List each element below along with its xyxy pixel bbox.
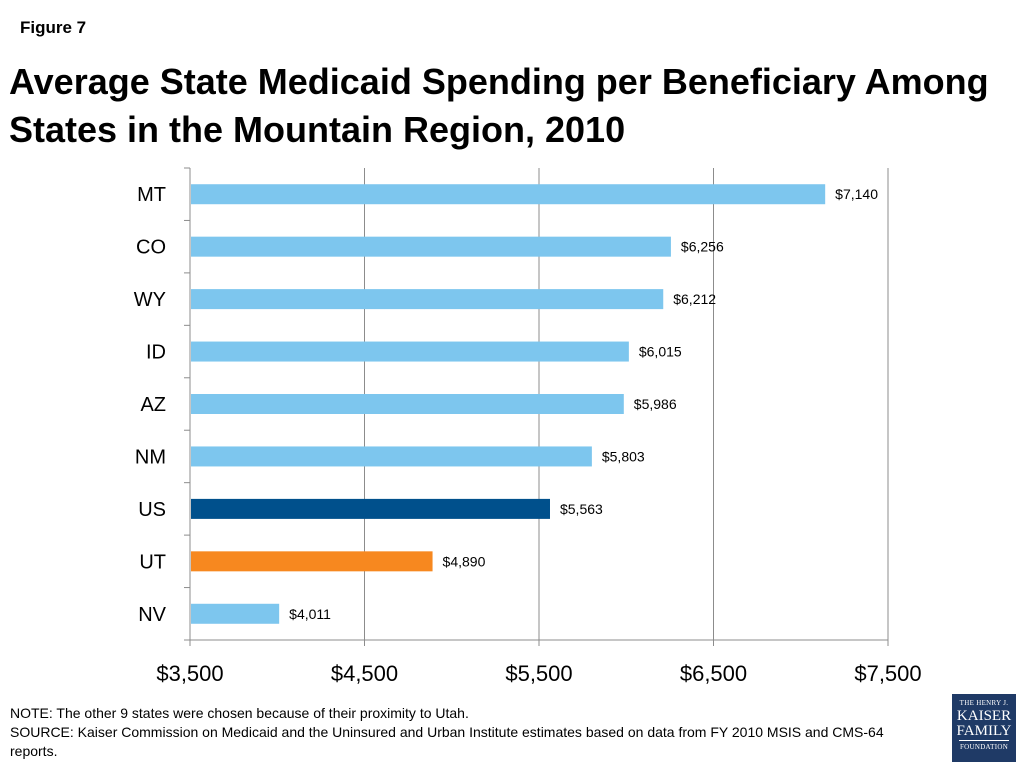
data-label-nv: $4,011 <box>289 606 331 622</box>
data-label-us: $5,563 <box>560 501 603 517</box>
x-tick-label-2: $5,500 <box>505 661 572 686</box>
category-label-mt: MT <box>137 184 166 206</box>
category-label-nm: NM <box>135 446 166 468</box>
data-label-nm: $5,803 <box>602 448 645 464</box>
logo-line-4: FOUNDATION <box>959 743 1009 751</box>
data-label-co: $6,256 <box>681 239 724 255</box>
figure-label: Figure 7 <box>20 18 87 37</box>
logo-line-3: FAMILY <box>956 723 1012 739</box>
category-label-nv: NV <box>138 604 166 626</box>
bar-id <box>191 341 629 362</box>
footnote: NOTE: The other 9 states were chosen bec… <box>10 704 930 761</box>
title-line-1: Average State Medicaid Spending per Bene… <box>9 61 989 102</box>
bar-co <box>191 236 671 257</box>
bar-ut <box>191 551 433 572</box>
category-label-ut: UT <box>139 551 166 573</box>
title-line-2: States in the Mountain Region, 2010 <box>9 109 626 150</box>
category-label-az: AZ <box>140 394 166 416</box>
category-label-co: CO <box>136 237 166 259</box>
note-text: NOTE: The other 9 states were chosen bec… <box>10 705 469 721</box>
bar-az <box>191 394 624 414</box>
bar-wy <box>191 289 664 310</box>
chart-title: Average State Medicaid Spending per Bene… <box>9 58 1009 154</box>
x-tick-label-1: $4,500 <box>331 661 398 686</box>
bar-nv <box>191 603 280 624</box>
x-tick-label-0: $3,500 <box>156 661 223 686</box>
category-label-us: US <box>138 499 166 521</box>
bar-mt <box>191 184 826 205</box>
kff-logo: THE HENRY J. KAISER FAMILY FOUNDATION <box>952 694 1016 762</box>
category-label-id: ID <box>146 342 166 364</box>
source-text: SOURCE: Kaiser Commission on Medicaid an… <box>10 724 884 759</box>
data-label-mt: $7,140 <box>835 186 878 202</box>
bar-us <box>191 498 550 519</box>
data-label-az: $5,986 <box>634 396 677 412</box>
x-tick-label-3: $6,500 <box>680 661 747 686</box>
data-label-ut: $4,890 <box>443 553 486 569</box>
logo-line-1: THE HENRY J. <box>959 699 1009 707</box>
category-label-wy: WY <box>134 289 166 311</box>
data-label-id: $6,015 <box>639 344 682 360</box>
x-tick-label-4: $7,500 <box>854 661 921 686</box>
bar-nm <box>191 446 592 467</box>
logo-line-2: KAISER <box>956 708 1012 724</box>
data-label-wy: $6,212 <box>673 291 716 307</box>
